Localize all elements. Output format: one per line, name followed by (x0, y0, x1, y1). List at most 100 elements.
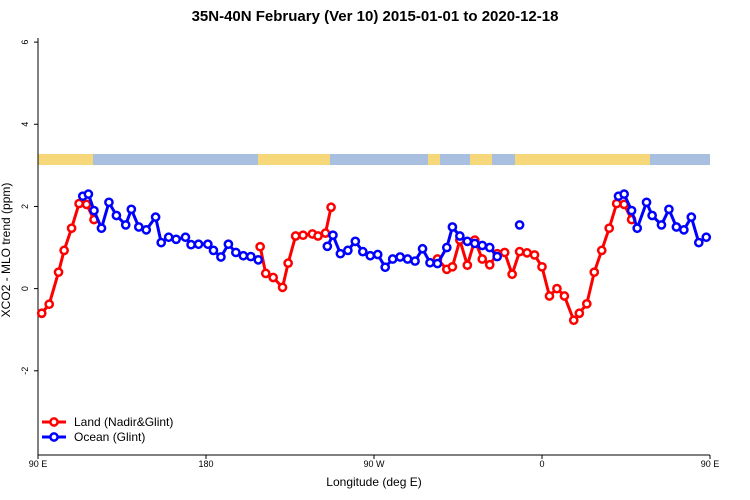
point (514, 220, 525, 230)
point (326, 202, 336, 213)
point (66, 223, 77, 234)
point (365, 250, 376, 261)
legend-marker (49, 417, 59, 427)
point (462, 260, 473, 271)
point (260, 268, 271, 279)
legend-marker (49, 432, 59, 442)
point (120, 220, 131, 230)
point (335, 248, 346, 259)
point (447, 222, 458, 232)
point (74, 198, 84, 209)
point (671, 222, 682, 232)
point (203, 239, 213, 250)
point (59, 245, 69, 256)
point (313, 231, 323, 241)
point (499, 247, 510, 258)
point (477, 240, 488, 251)
point (231, 247, 241, 258)
point (462, 236, 473, 247)
point (156, 237, 167, 248)
point (441, 242, 452, 253)
point (686, 212, 697, 222)
point (484, 259, 495, 270)
point (544, 291, 555, 301)
point (36, 308, 47, 319)
x-tick-label: 90 E (701, 459, 720, 469)
y-tick-label: 4 (20, 122, 30, 127)
legend-label: Ocean (Glint) (74, 430, 145, 444)
point (89, 205, 99, 216)
point (619, 189, 629, 199)
point (372, 249, 383, 260)
point (647, 210, 657, 221)
y-tick-label: 0 (20, 286, 30, 291)
point (150, 212, 161, 222)
point (604, 223, 615, 234)
point (245, 251, 256, 262)
point (277, 282, 288, 293)
point (395, 252, 405, 262)
point (529, 250, 540, 260)
point (104, 197, 114, 208)
point (626, 205, 637, 216)
point (298, 230, 308, 241)
point (664, 204, 674, 215)
point (83, 189, 94, 199)
point (343, 245, 353, 256)
legend-label: Land (Nadir&Glint) (74, 415, 173, 429)
point (111, 210, 122, 221)
point (477, 254, 488, 264)
x-tick-label: 0 (539, 459, 544, 469)
point (552, 283, 562, 294)
point (469, 238, 480, 249)
x-tick-label: 90 E (29, 459, 48, 469)
point (455, 231, 465, 241)
point (432, 258, 443, 269)
point (693, 237, 704, 248)
point (216, 252, 226, 262)
point (522, 248, 532, 258)
point (380, 262, 391, 273)
point (581, 298, 592, 309)
point (507, 269, 517, 280)
point (632, 223, 643, 234)
point (410, 256, 420, 266)
point (268, 272, 279, 283)
x-axis-label: Longitude (deg E) (326, 475, 421, 489)
point (596, 245, 607, 256)
point (417, 243, 428, 254)
point (81, 199, 92, 210)
point (425, 257, 435, 268)
y-tick-label: -2 (20, 367, 30, 375)
point (283, 258, 293, 268)
point (447, 261, 458, 272)
point (53, 267, 64, 278)
point (193, 239, 204, 250)
point (255, 241, 265, 252)
point (589, 267, 600, 278)
point (96, 223, 107, 234)
point (186, 239, 196, 250)
point (328, 230, 338, 241)
chart-title: 35N-40N February (Ver 10) 2015-01-01 to … (192, 8, 559, 25)
point (484, 242, 495, 253)
series-line (40, 201, 633, 324)
point (611, 198, 622, 209)
point (44, 299, 55, 310)
point (238, 250, 249, 261)
point (133, 222, 144, 232)
point (656, 220, 667, 230)
point (126, 204, 137, 215)
legend: Land (Nadir&Glint)Ocean (Glint) (42, 415, 173, 444)
point (357, 246, 368, 257)
point (253, 255, 264, 265)
point (701, 232, 712, 243)
y-axis-label: XCO2 - MLO trend (ppm) (0, 183, 13, 318)
point (387, 254, 398, 264)
point (679, 225, 689, 235)
x-tick-label: 180 (198, 459, 213, 469)
point (574, 308, 585, 319)
y-tick-label: 6 (20, 40, 30, 45)
point (641, 197, 652, 208)
